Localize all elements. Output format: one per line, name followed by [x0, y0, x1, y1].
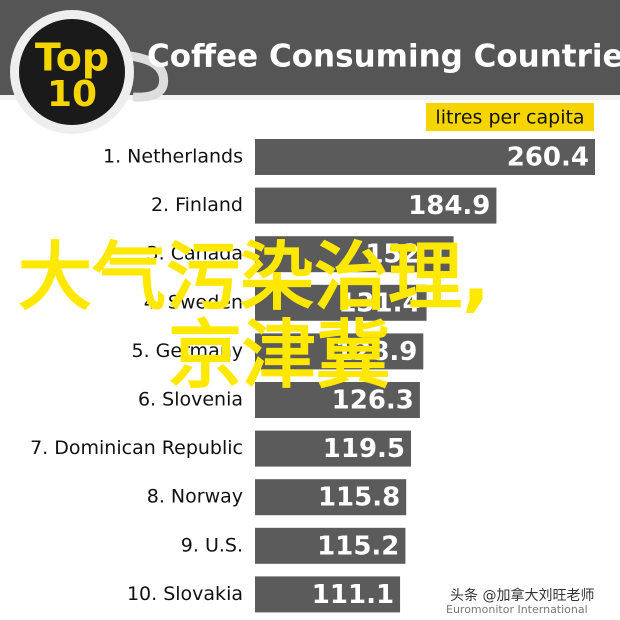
unit-label: litres per capita [435, 107, 584, 129]
bar [255, 236, 454, 273]
value-label: 111.1 [312, 580, 394, 610]
value-label: 126.3 [332, 386, 414, 416]
category-label: 7. Dominican Republic [30, 437, 243, 459]
bar [255, 187, 497, 224]
cup-coffee [19, 19, 125, 125]
unit-bg [426, 103, 594, 131]
bar [255, 139, 595, 175]
bar [255, 333, 424, 370]
watermark: 头条 @加拿大刘旺老师 [450, 587, 594, 604]
value-label: 260.4 [507, 143, 589, 173]
value-label: 184.9 [408, 191, 490, 221]
chart-title: Coffee Consuming Countries [147, 39, 620, 75]
value-label: 131.4 [338, 288, 420, 318]
overlay-line1: 大气污染治理, [18, 235, 490, 321]
category-label: 1. Netherlands [103, 146, 243, 168]
bar [255, 284, 427, 321]
value-label: 152.1 [365, 240, 447, 270]
bar [255, 527, 406, 564]
bar [255, 430, 412, 467]
value-label: 119.5 [323, 434, 405, 464]
source: Euromonitor International [446, 603, 588, 616]
value-label: 128.9 [335, 337, 417, 367]
bar [255, 479, 407, 516]
overlay-line2: 京津冀 [168, 313, 390, 399]
category-label: 8. Norway [147, 486, 243, 508]
category-label: 3. Canada [147, 243, 243, 265]
category-label: 4. Sweden [144, 291, 243, 313]
category-label: 5. Germany [132, 340, 244, 362]
value-label: 115.8 [318, 483, 400, 513]
cup-handle [117, 50, 169, 102]
badge-top: Top [35, 36, 109, 80]
category-label: 9. U.S. [181, 534, 243, 556]
category-label: 2. Finland [151, 194, 243, 216]
category-label: 10. Slovakia [127, 583, 243, 605]
badge-number: 10 [47, 74, 97, 115]
bar [255, 576, 401, 613]
bar [255, 382, 420, 418]
header-shadow [0, 95, 620, 100]
value-label: 115.2 [317, 531, 399, 561]
category-label: 6. Slovenia [138, 389, 243, 411]
